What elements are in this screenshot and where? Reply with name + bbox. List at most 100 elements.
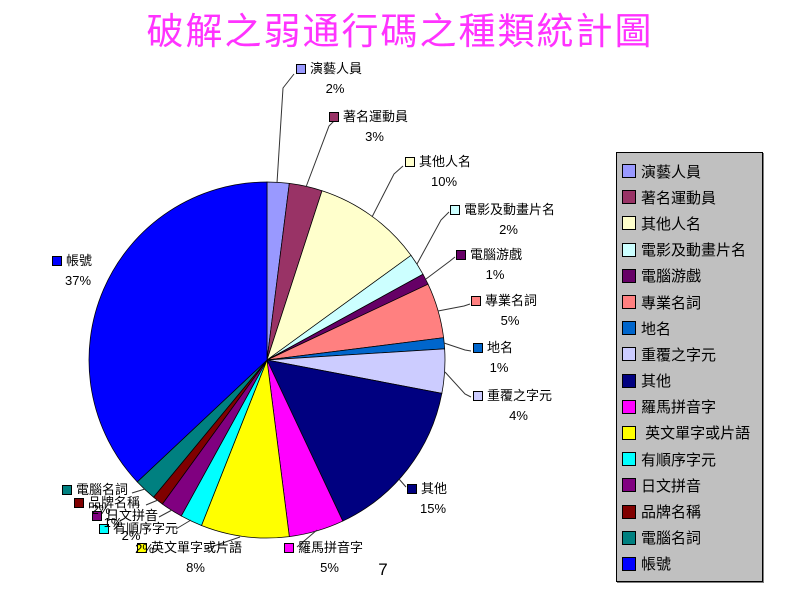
legend-label: 帳號 — [641, 556, 672, 574]
callout-percent: 2% — [91, 502, 111, 517]
legend-swatch — [622, 504, 636, 519]
leader-line-7 — [443, 342, 472, 352]
callout-category-name: 演藝人員 — [310, 61, 363, 76]
legend-label: 英文單字或片語 — [641, 425, 751, 443]
callout-percent: 1% — [103, 515, 123, 530]
legend-label: 電腦游戲 — [641, 268, 702, 286]
legend-item-15: 電腦名詞 — [622, 525, 762, 551]
callout-label-16: 帳號 37% — [52, 254, 92, 288]
callout-label-1: 演藝人員 2% — [296, 62, 362, 96]
callout-label-5: 電腦游戲 1% — [456, 248, 522, 282]
legend-label: 著名運動員 — [641, 189, 717, 207]
page-number: 7 — [378, 560, 388, 579]
callout-category-name: 重覆之字元 — [487, 388, 553, 403]
leader-line-5 — [425, 256, 456, 280]
leader-line-4 — [416, 211, 450, 265]
legend-swatch — [622, 347, 636, 362]
callout-percent: 2% — [121, 528, 141, 543]
callout-label-7: 地名 1% — [473, 341, 513, 375]
legend-label: 地名 — [641, 320, 672, 338]
callout-percent: 3% — [365, 129, 384, 144]
legend-swatch — [622, 242, 636, 257]
legend-item-10: 羅馬拼音字 — [622, 394, 762, 420]
callout-label-11: 英文單字或片語 8% — [137, 541, 242, 575]
legend-swatch — [622, 190, 636, 205]
legend-item-12: 有順序字元 — [622, 446, 762, 472]
callout-swatch — [405, 157, 415, 167]
callout-swatch — [52, 256, 62, 266]
legend-swatch — [622, 373, 636, 388]
slide-title: 破解之弱通行碼之種類統計圖 — [146, 10, 654, 53]
callout-category-name: 品牌名稱 — [88, 495, 141, 510]
callout-category-name: 帳號 — [66, 253, 93, 268]
callout-percent: 1% — [485, 267, 505, 282]
callout-swatch — [329, 112, 339, 122]
callout-swatch — [92, 511, 102, 521]
leader-line-11 — [204, 536, 241, 550]
pie-slice-3 — [266, 190, 412, 361]
legend-swatch — [622, 530, 636, 545]
legend-label: 品牌名稱 — [641, 504, 702, 522]
legend-swatch — [622, 268, 636, 283]
callout-category-name: 羅馬拼音字 — [298, 540, 364, 555]
callout-label-3: 其他人名 10% — [405, 155, 471, 189]
callout-label-2: 著名運動員 3% — [329, 110, 408, 144]
legend-swatch — [622, 425, 636, 440]
legend-swatch — [622, 452, 636, 467]
legend-item-6: 專業名詞 — [622, 289, 762, 315]
callout-label-12: 有順序字元 2% — [99, 522, 178, 556]
legend: 演藝人員 著名運動員 其他人名 電影及動畫片名 電腦游戲 專業名詞 地名 重覆之字元 其他 羅馬拼… — [616, 152, 763, 582]
callout-swatch — [407, 484, 417, 494]
callout-percent: 1% — [489, 360, 509, 375]
callout-percent: 5% — [500, 313, 520, 328]
legend-label: 電腦名詞 — [641, 530, 702, 548]
leader-line-9 — [398, 478, 407, 488]
callout-percent: 2% — [499, 222, 518, 237]
callout-percent: 8% — [186, 560, 205, 575]
callout-swatch — [450, 205, 460, 215]
leader-line-14 — [145, 499, 159, 506]
callout-percent: 10% — [430, 174, 458, 189]
legend-swatch — [622, 478, 636, 493]
callout-label-15: 電腦名詞 2% — [62, 483, 128, 517]
legend-swatch — [622, 321, 636, 336]
callout-category-name: 其他人名 — [419, 154, 472, 169]
legend-item-2: 著名運動員 — [622, 184, 762, 210]
callout-swatch — [473, 343, 483, 353]
callout-category-name: 著名運動員 — [343, 109, 409, 124]
callout-label-13: 日文拼音 2% — [92, 509, 158, 543]
legend-swatch — [622, 556, 636, 571]
callout-label-10: 羅馬拼音字 5% — [284, 541, 363, 575]
legend-item-4: 電影及動畫片名 — [622, 237, 762, 263]
callout-swatch — [473, 391, 483, 401]
leader-line-3 — [371, 165, 404, 218]
legend-swatch — [622, 399, 636, 414]
callout-percent: 15% — [419, 501, 447, 516]
callout-category-name: 專業名詞 — [485, 293, 538, 308]
callout-label-14: 品牌名稱 1% — [74, 496, 140, 530]
legend-item-11: 英文單字或片語 — [622, 420, 762, 446]
legend-label: 有順序字元 — [641, 451, 717, 469]
legend-label: 專業名詞 — [641, 294, 702, 312]
callout-label-9: 其他 15% — [407, 482, 447, 516]
legend-swatch — [622, 216, 636, 231]
legend-item-8: 重覆之字元 — [622, 341, 762, 367]
callout-category-name: 電腦游戲 — [470, 247, 523, 262]
legend-item-1: 演藝人員 — [622, 158, 762, 184]
callout-label-6: 專業名詞 5% — [471, 294, 537, 328]
callout-percent: 2% — [325, 81, 345, 96]
legend-item-7: 地名 — [622, 315, 762, 341]
callout-category-name: 地名 — [487, 340, 514, 355]
callout-category-name: 有順序字元 — [113, 521, 179, 536]
callout-swatch — [284, 543, 294, 553]
callout-category-name: 電腦名詞 — [76, 482, 129, 497]
legend-swatch — [622, 164, 636, 179]
callout-percent: 2% — [135, 541, 154, 556]
legend-label: 重覆之字元 — [641, 346, 717, 364]
legend-item-5: 電腦游戲 — [622, 263, 762, 289]
pie-slice-9 — [266, 359, 443, 522]
legend-item-16: 帳號 — [622, 551, 762, 577]
legend-item-9: 其他 — [622, 368, 762, 394]
